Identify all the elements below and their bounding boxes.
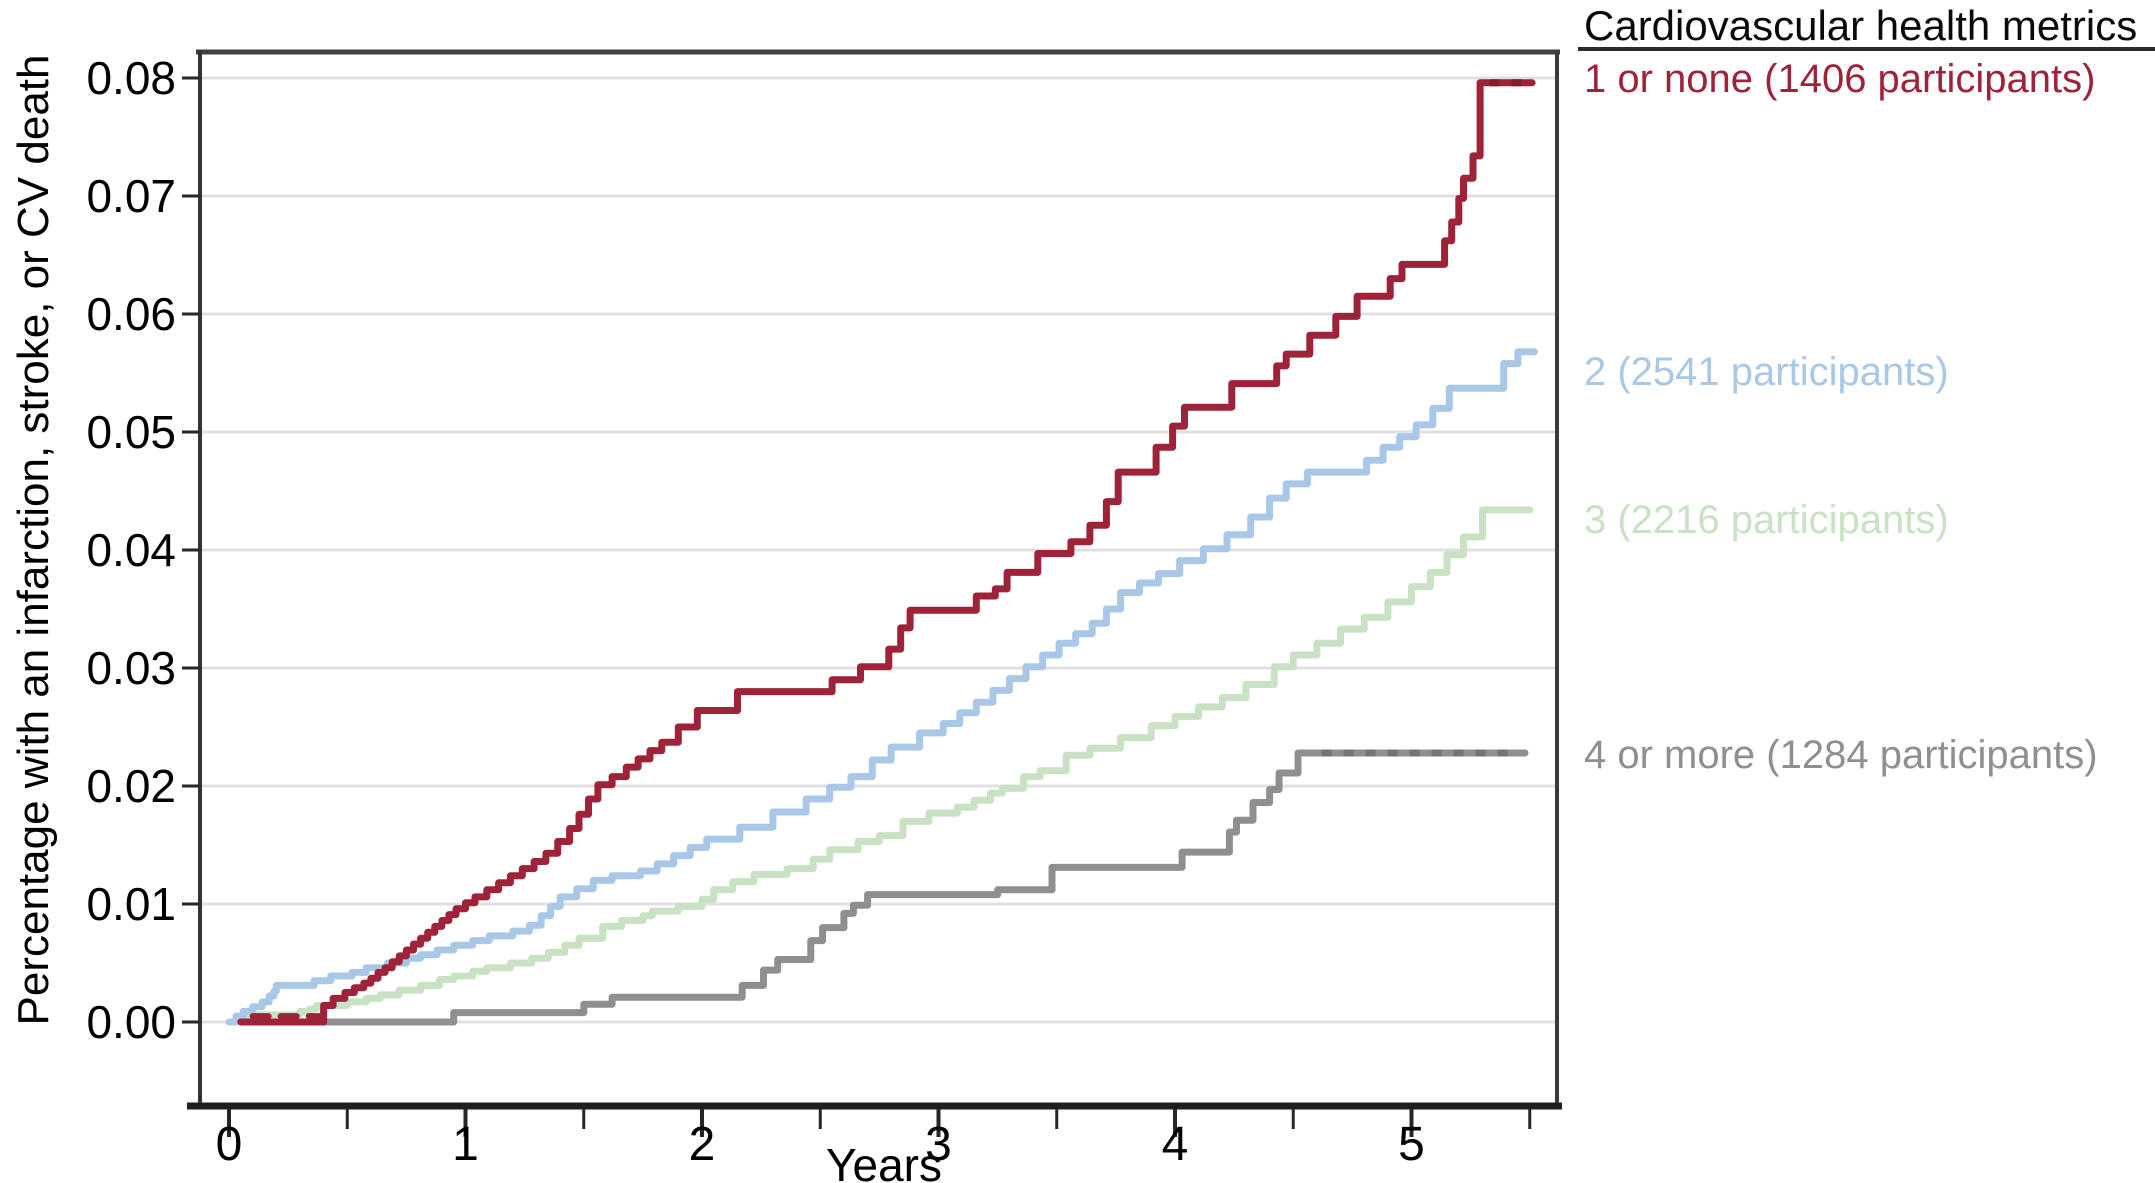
legend-entry-2: 2 (2541 participants) bbox=[1584, 350, 1949, 394]
legend: Cardiovascular health metrics 1 or none … bbox=[1578, 0, 2155, 1183]
x-tick-label: 4 bbox=[1162, 1118, 1189, 1171]
y-tick-label: 0.03 bbox=[86, 642, 176, 694]
x-axis-title: Years bbox=[826, 1139, 942, 1183]
y-tick-label: 0.06 bbox=[86, 288, 176, 340]
curve-2 bbox=[225, 348, 1538, 1026]
legend-title-underline bbox=[1578, 47, 2155, 51]
legend-entry-4-or-more: 4 or more (1284 participants) bbox=[1584, 733, 2098, 777]
x-tick-label: 3 bbox=[925, 1118, 952, 1171]
x-tick-label: 5 bbox=[1398, 1118, 1425, 1171]
legend-entry-3: 3 (2216 participants) bbox=[1584, 498, 1949, 542]
x-tick-label: 2 bbox=[689, 1118, 716, 1171]
curve-3 bbox=[237, 506, 1534, 1022]
y-tick-label: 0.07 bbox=[86, 170, 176, 222]
curve-4-or-more bbox=[244, 749, 1529, 1026]
y-tick-label: 0.02 bbox=[86, 760, 176, 812]
y-tick-label: 0.00 bbox=[86, 996, 176, 1048]
curve-1-or-none bbox=[237, 79, 1536, 1026]
legend-entry-1-or-none: 1 or none (1406 participants) bbox=[1584, 57, 2096, 101]
y-tick-label: 0.05 bbox=[86, 406, 176, 458]
y-axis-title: Percentage with an infarction, stroke, o… bbox=[9, 54, 58, 1026]
y-tick-label: 0.08 bbox=[86, 52, 176, 104]
x-tick-label: 1 bbox=[452, 1118, 479, 1171]
y-tick-label: 0.01 bbox=[86, 878, 176, 930]
y-tick-label: 0.04 bbox=[86, 524, 176, 576]
x-tick-label: 0 bbox=[216, 1118, 243, 1171]
legend-title: Cardiovascular health metrics bbox=[1584, 2, 2138, 49]
